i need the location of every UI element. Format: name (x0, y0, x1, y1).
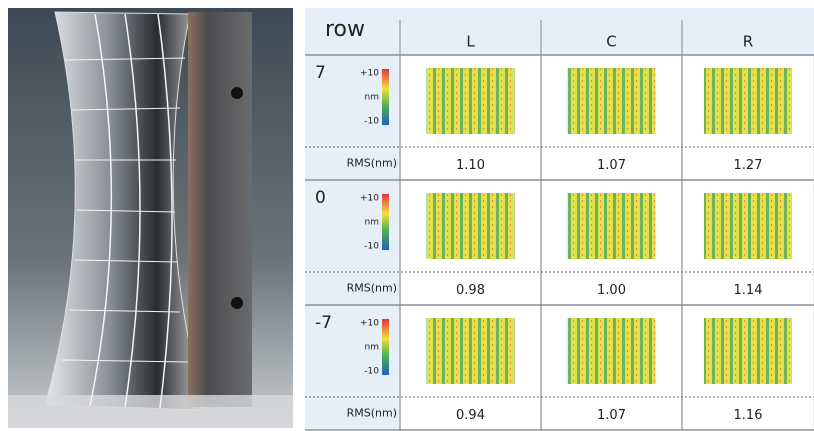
cb-max: +10 (360, 194, 379, 204)
colorbar (382, 319, 389, 375)
rms-value: 1.00 (597, 283, 626, 298)
rms-label: RMS(nm) (347, 407, 397, 420)
header-col: C (606, 33, 616, 51)
cb-max: +10 (360, 69, 379, 79)
photo (8, 8, 293, 428)
cb-min: -10 (364, 367, 379, 377)
header-row: row (325, 17, 365, 42)
cb-max: +10 (360, 319, 379, 329)
heatmap (704, 193, 792, 259)
heatmap (426, 68, 515, 134)
rms-value: 1.27 (734, 158, 763, 173)
heatmap (704, 318, 792, 384)
cb-min: -10 (364, 242, 379, 252)
rms-value: 0.94 (456, 408, 485, 423)
header-col: R (743, 33, 753, 51)
rms-value: 0.98 (456, 283, 485, 298)
header-col: L (466, 33, 475, 51)
rms-label: RMS(nm) (347, 282, 397, 295)
colorbar (382, 194, 389, 250)
rms-value: 1.07 (597, 158, 626, 173)
cb-min: -10 (364, 117, 379, 127)
heatmap (426, 193, 515, 259)
row-label: 0 (315, 188, 326, 208)
heatmap (567, 318, 656, 384)
heatmap (704, 68, 792, 134)
colorbar (382, 69, 389, 125)
cb-unit: nm (365, 218, 379, 228)
heatmap (567, 68, 656, 134)
rms-label: RMS(nm) (347, 157, 397, 170)
rms-value: 1.16 (734, 408, 763, 423)
heatmap (426, 318, 515, 384)
table: row L C R 7 +10 nm -10 RMS(nm) 1.10 1.07 1.27 0 +10 nm… (305, 8, 814, 431)
row-label: -7 (315, 313, 332, 333)
heatmap (567, 193, 656, 259)
rms-value: 1.10 (456, 158, 485, 173)
row-label: 7 (315, 63, 326, 83)
cb-unit: nm (365, 93, 379, 103)
rms-value: 1.07 (597, 408, 626, 423)
rms-value: 1.14 (734, 283, 763, 298)
cb-unit: nm (365, 343, 379, 353)
